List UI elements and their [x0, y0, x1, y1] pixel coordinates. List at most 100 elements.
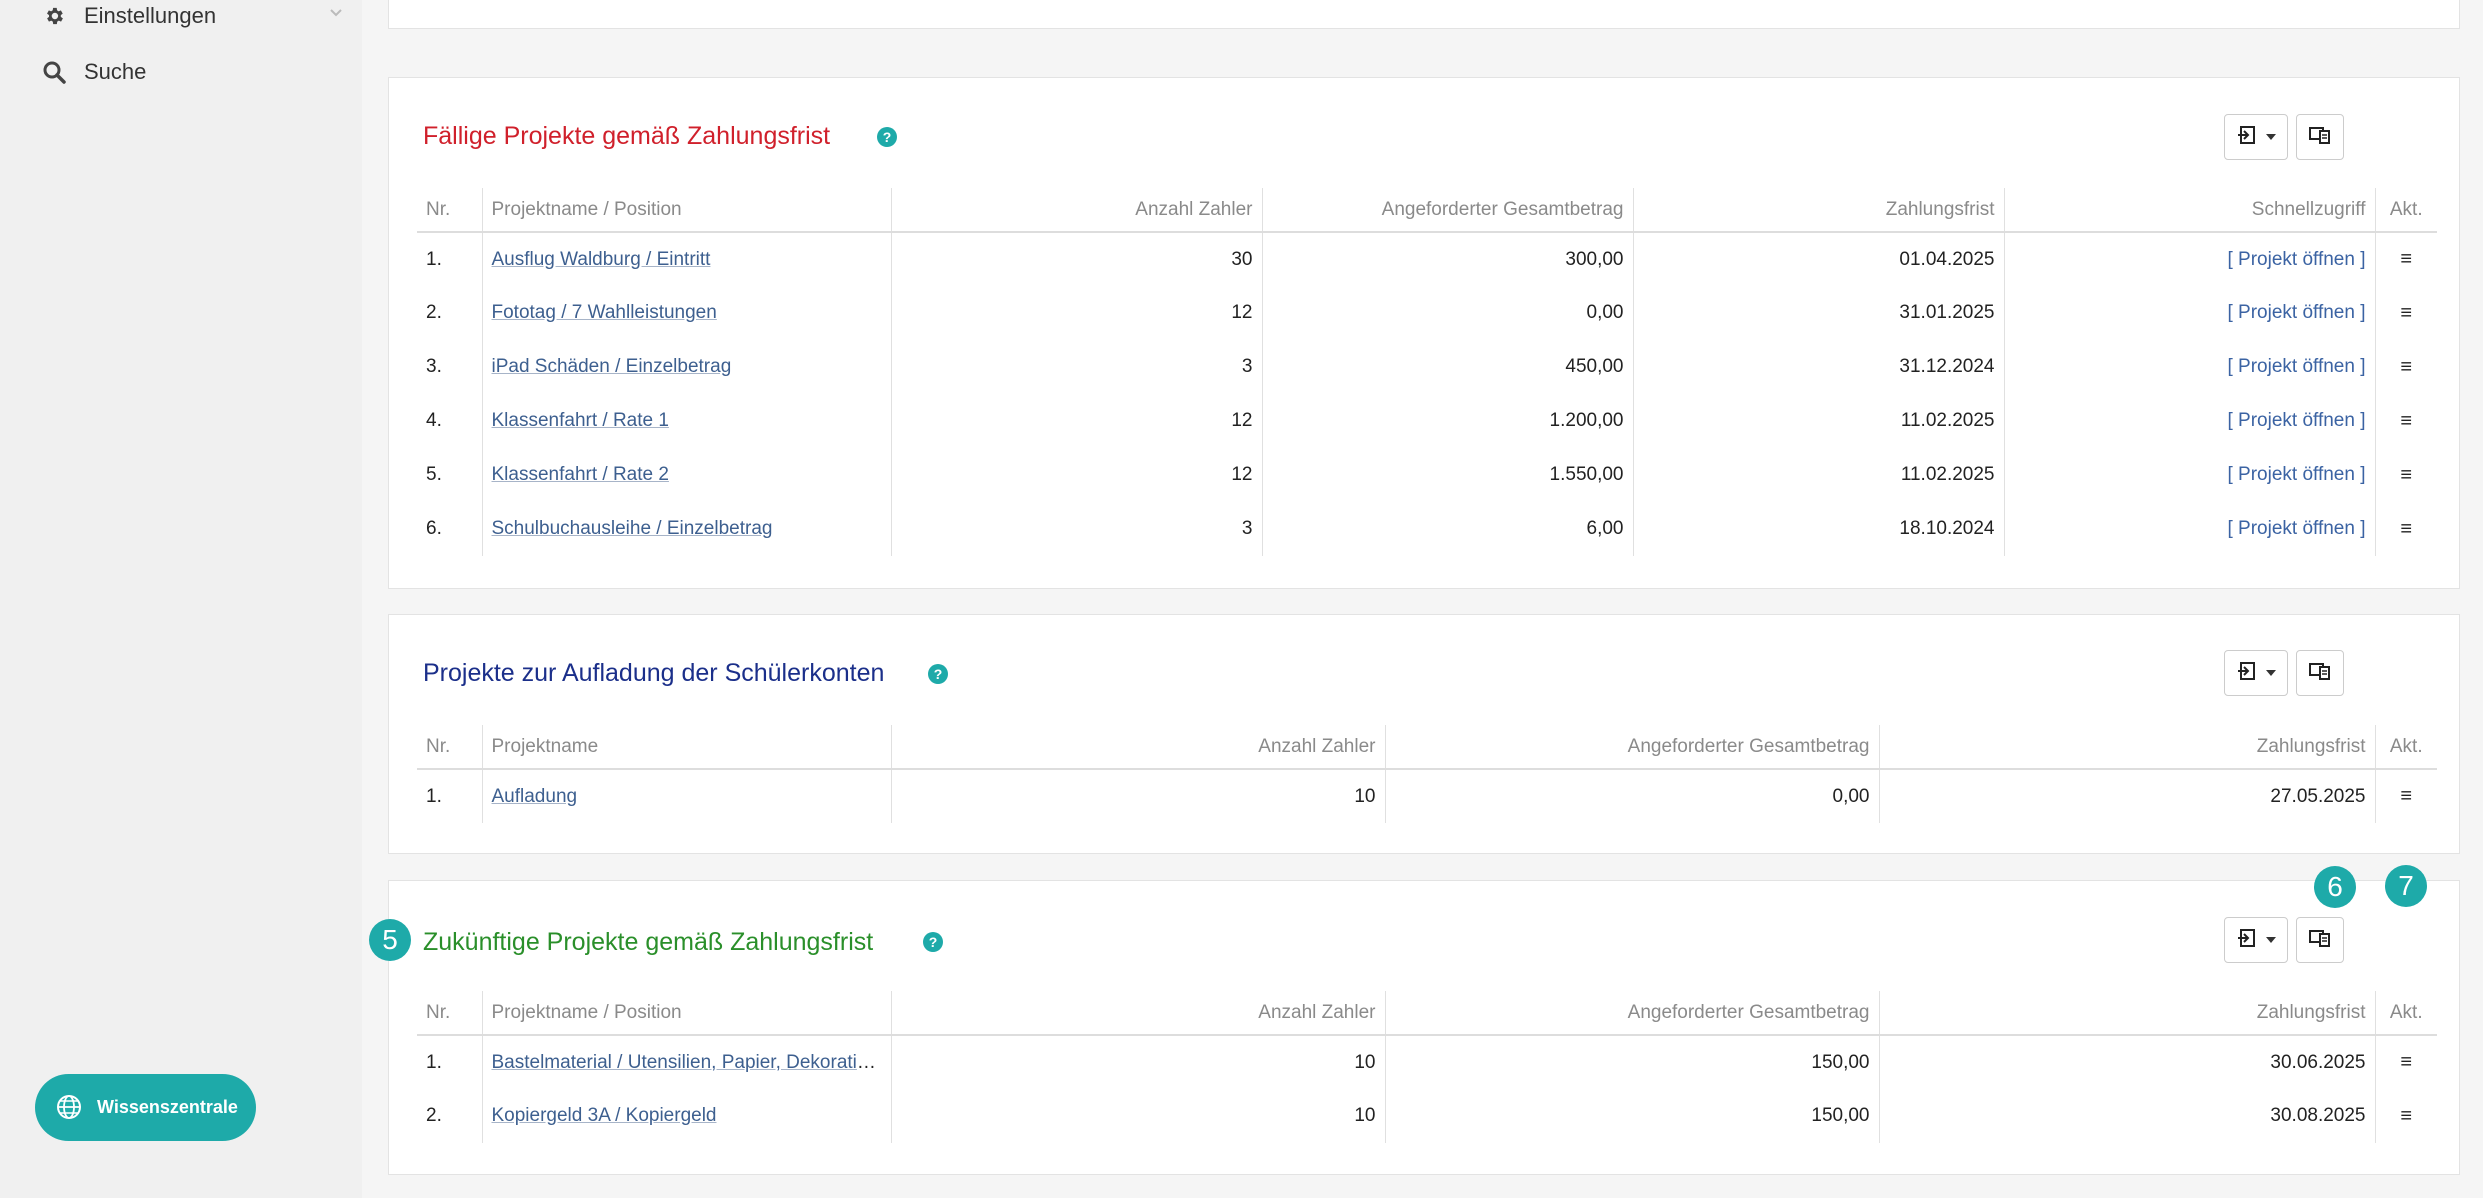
table-row: 1. Ausflug Waldburg / Eintritt 30 300,00…: [417, 232, 2437, 286]
column-header: Nr.: [417, 188, 482, 233]
amount: 150,00: [1384, 1035, 1879, 1089]
export-dropdown-button[interactable]: [2224, 650, 2288, 696]
column-header: Angeforderter Gesamtbetrag: [1384, 991, 1879, 1036]
row-menu-icon[interactable]: ≡: [2374, 1089, 2437, 1143]
payer-count: 12: [890, 286, 1262, 340]
table-header-row: Nr. Projektname Anzahl Zahler Angeforder…: [417, 725, 2437, 770]
deadline: 31.12.2024: [1632, 340, 2004, 394]
sidebar: Einstellungen Suche Wissenszentrale: [0, 0, 362, 1198]
column-header: Zahlungsfrist: [1632, 188, 2004, 233]
sidebar-item-settings[interactable]: Einstellungen: [40, 2, 216, 30]
column-header: Zahlungsfrist: [1878, 991, 2375, 1036]
chevron-down-icon[interactable]: [328, 4, 344, 25]
column-header: Akt.: [2374, 991, 2437, 1036]
row-menu-icon[interactable]: ≡: [2374, 394, 2437, 448]
export-dropdown-button[interactable]: [2224, 917, 2288, 963]
column-header: Projektname: [481, 725, 891, 770]
main-content: Fällige Projekte gemäß Zahlungsfrist ? N…: [362, 0, 2483, 1198]
project-link[interactable]: Kopiergeld 3A / Kopiergeld: [491, 1105, 717, 1126]
copy-button[interactable]: [2296, 114, 2344, 160]
knowledge-center-label: Wissenszentrale: [97, 1097, 238, 1117]
panel-due-projects: Fällige Projekte gemäß Zahlungsfrist ? N…: [388, 77, 2460, 589]
amount: 1.550,00: [1261, 448, 1633, 502]
row-number: 6.: [426, 518, 442, 539]
row-number: 1.: [426, 785, 442, 807]
topup-projects-table: Nr. Projektname Anzahl Zahler Angeforder…: [417, 725, 2437, 823]
export-icon: [2236, 660, 2258, 687]
row-menu-icon[interactable]: ≡: [2374, 286, 2437, 340]
project-link[interactable]: Aufladung: [491, 785, 578, 807]
panel-title: Zukünftige Projekte gemäß Zahlungsfrist: [423, 928, 874, 956]
sidebar-item-label: Einstellungen: [84, 3, 217, 28]
table-row: 1. Aufladung 10 0,00 27.05.2025 ≡: [417, 769, 2437, 823]
row-menu-icon[interactable]: ≡: [2374, 340, 2437, 394]
project-link[interactable]: iPad Schäden / Einzelbetrag: [491, 356, 732, 377]
row-number: 1.: [426, 1051, 442, 1073]
open-project-link[interactable]: [ Projekt öffnen ]: [2227, 356, 2366, 377]
payer-count: 3: [890, 502, 1262, 556]
project-link[interactable]: Schulbuchausleihe / Einzelbetrag: [491, 518, 773, 539]
row-menu-icon[interactable]: ≡: [2374, 232, 2437, 286]
sidebar-item-search[interactable]: Suche: [40, 58, 146, 86]
column-header: Projektname / Position: [481, 991, 891, 1036]
row-menu-icon[interactable]: ≡: [2374, 448, 2437, 502]
column-header: Zahlungsfrist: [1878, 725, 2375, 770]
amount: 450,00: [1261, 340, 1633, 394]
payer-count: 12: [890, 394, 1262, 448]
row-menu-icon[interactable]: ≡: [2374, 1035, 2437, 1089]
devices-icon: [2308, 927, 2332, 954]
globe-icon: [55, 1093, 85, 1123]
open-project-link[interactable]: [ Projekt öffnen ]: [2227, 302, 2366, 323]
payer-count: 3: [890, 340, 1262, 394]
caret-down-icon: [2266, 937, 2276, 943]
column-header: Nr.: [417, 991, 482, 1036]
search-icon: [40, 58, 68, 86]
future-projects-table: Nr. Projektname / Position Anzahl Zahler…: [417, 991, 2437, 1143]
caret-down-icon: [2266, 134, 2276, 140]
project-link[interactable]: Klassenfahrt / Rate 1: [491, 410, 669, 431]
help-icon[interactable]: ?: [923, 932, 943, 952]
open-project-link[interactable]: [ Projekt öffnen ]: [2227, 410, 2366, 431]
project-link[interactable]: Fototag / 7 Wahlleistungen: [491, 302, 717, 323]
table-row: 4. Klassenfahrt / Rate 1 12 1.200,00 11.…: [417, 394, 2437, 448]
table-row: 3. iPad Schäden / Einzelbetrag 3 450,00 …: [417, 340, 2437, 394]
help-icon[interactable]: ?: [928, 664, 948, 684]
amount: 300,00: [1261, 232, 1633, 286]
help-icon[interactable]: ?: [877, 127, 897, 147]
row-number: 3.: [426, 356, 442, 377]
row-number: 4.: [426, 410, 442, 431]
amount: 150,00: [1384, 1089, 1879, 1143]
deadline: 31.01.2025: [1632, 286, 2004, 340]
step-marker-5: 5: [369, 919, 411, 961]
column-header: Angeforderter Gesamtbetrag: [1384, 725, 1879, 770]
column-header: Anzahl Zahler: [890, 725, 1385, 770]
export-icon: [2236, 927, 2258, 954]
knowledge-center-button[interactable]: Wissenszentrale: [35, 1074, 256, 1141]
export-dropdown-button[interactable]: [2224, 114, 2288, 160]
deadline: 30.08.2025: [1878, 1089, 2375, 1143]
amount: 1.200,00: [1261, 394, 1633, 448]
step-marker-7: 7: [2385, 865, 2427, 907]
step-marker-6: 6: [2314, 866, 2356, 908]
row-menu-icon[interactable]: ≡: [2374, 502, 2437, 556]
open-project-link[interactable]: [ Projekt öffnen ]: [2227, 518, 2366, 539]
column-header: Akt.: [2374, 188, 2437, 233]
project-link[interactable]: Ausflug Waldburg / Eintritt: [491, 248, 711, 270]
amount: 0,00: [1261, 286, 1633, 340]
deadline: 11.02.2025: [1632, 448, 2004, 502]
deadline: 30.06.2025: [1878, 1035, 2375, 1089]
row-menu-icon[interactable]: ≡: [2374, 769, 2437, 823]
open-project-link[interactable]: [ Projekt öffnen ]: [2227, 248, 2366, 270]
table-row: 6. Schulbuchausleihe / Einzelbetrag 3 6,…: [417, 502, 2437, 556]
copy-button[interactable]: [2296, 917, 2344, 963]
project-link[interactable]: Bastelmaterial / Utensilien, Papier, Dek…: [491, 1051, 884, 1073]
column-header: Angeforderter Gesamtbetrag: [1261, 188, 1633, 233]
column-header: Schnellzugriff: [2003, 188, 2375, 233]
column-header: Anzahl Zahler: [890, 188, 1262, 233]
project-link[interactable]: Klassenfahrt / Rate 2: [491, 464, 669, 485]
devices-icon: [2308, 660, 2332, 687]
open-project-link[interactable]: [ Projekt öffnen ]: [2227, 464, 2366, 485]
copy-button[interactable]: [2296, 650, 2344, 696]
panel-topup-projects: Projekte zur Aufladung der Schülerkonten…: [388, 614, 2460, 854]
payer-count: 30: [890, 232, 1262, 286]
